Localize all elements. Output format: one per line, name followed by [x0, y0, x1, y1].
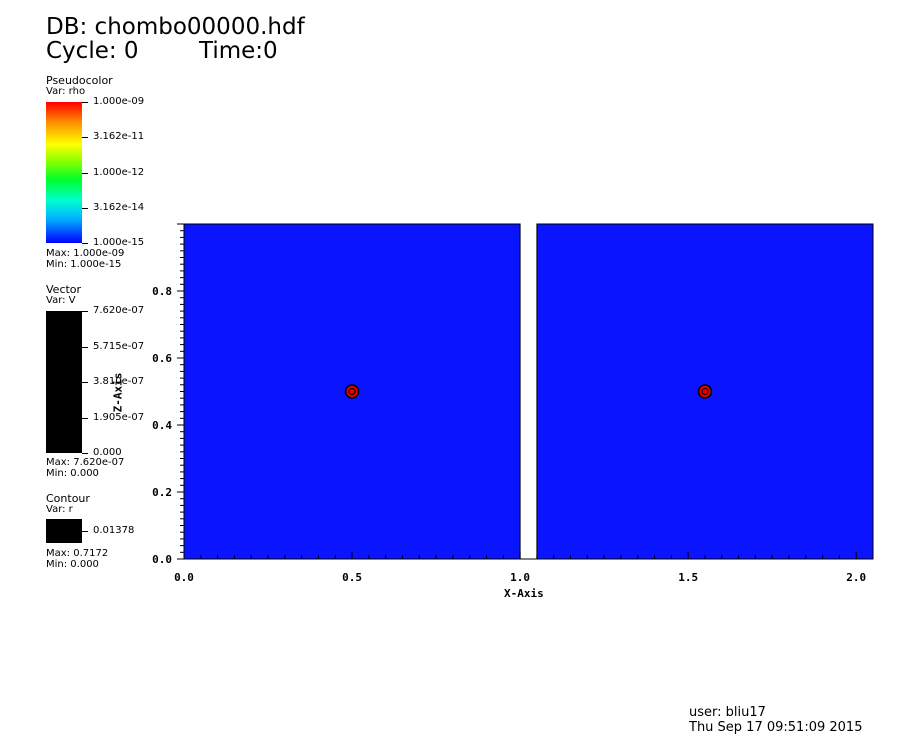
vector-tick-mark	[82, 453, 88, 454]
pseudocolor-tick-mark	[82, 137, 88, 139]
vector-legend-title: Vector	[46, 283, 82, 296]
vector-max: Max: 7.620e-07	[46, 457, 125, 468]
contour-min: Min: 0.000	[46, 559, 99, 570]
source-marker-0	[344, 384, 360, 399]
x-tick-label: 1.0	[510, 571, 530, 584]
db-title: DB: chombo00000.hdf	[46, 14, 305, 40]
pseudocolor-tick-mark	[82, 172, 88, 174]
vector-legend-var: Var: V	[46, 295, 76, 306]
x-tick-label: 2.0	[846, 571, 866, 584]
contour-legend-title: Contour	[46, 492, 90, 505]
pseudocolor-tick-label: 3.162e-14	[93, 201, 145, 213]
vector-tick-mark	[82, 311, 88, 312]
field-panels	[183, 223, 874, 560]
pseudocolor-colorbar	[46, 102, 82, 243]
contour-swatch	[46, 519, 82, 543]
vector-colorbar	[46, 311, 82, 453]
marker-disc	[344, 384, 360, 399]
x-tick-label: 0.5	[342, 571, 362, 584]
vector-tick-label: 7.620e-07	[93, 305, 145, 316]
vector-tick-mark	[82, 382, 88, 383]
x-axis-label: X-Axis	[504, 587, 544, 600]
z-tick-label: 0.4	[152, 419, 172, 432]
marker-ring	[701, 388, 709, 395]
z-tick-label: 0.2	[152, 486, 172, 499]
pseudocolor-tick-label: 1.000e-12	[93, 166, 145, 178]
x-tick-label: 1.5	[678, 571, 698, 584]
pseudocolor-tick-mark	[82, 207, 88, 209]
x-tick-label: 0.0	[174, 571, 194, 584]
contour-legend-var: Var: r	[46, 504, 73, 515]
pseudocolor-min: Min: 1.000e-15	[46, 259, 122, 270]
contour-max: Max: 0.7172	[46, 548, 109, 559]
time-label: Time:0	[199, 38, 278, 64]
pseudocolor-tick-label: 1.000e-09	[93, 96, 145, 107]
z-tick-label: 0.0	[152, 553, 172, 566]
vector-tick-mark	[82, 417, 88, 419]
pseudocolor-tick-mark	[82, 102, 88, 103]
vector-min: Min: 0.000	[46, 468, 99, 479]
axes: 0.0 0.5 1.0 1.5 2.0 0.0 0.2 0.4 0.6 0.8	[152, 223, 874, 584]
source-markers	[344, 384, 713, 399]
footer-date: Thu Sep 17 09:51:09 2015	[689, 720, 863, 735]
marker-disc	[697, 384, 713, 399]
contour-tick-mark	[82, 531, 88, 532]
pseudocolor-tick-mark	[82, 243, 88, 244]
vector-tick-label: 0.000	[93, 447, 122, 458]
marker-ring	[348, 388, 356, 395]
contour-tick-label: 0.01378	[93, 525, 135, 536]
z-tick-label: 0.6	[152, 352, 172, 365]
pseudocolor-tick-label: 3.162e-11	[93, 131, 145, 143]
pseudocolor-legend-var: Var: rho	[46, 86, 86, 97]
footer-user: user: bliu17	[689, 705, 766, 720]
pseudocolor-legend-title: Pseudocolor	[46, 74, 113, 87]
vector-tick-label: 3.810e-07	[93, 376, 145, 387]
cycle-label: Cycle: 0	[46, 38, 139, 64]
pseudocolor-max: Max: 1.000e-09	[46, 248, 125, 259]
z-tick-label: 0.8	[152, 285, 172, 298]
vector-tick-mark	[82, 346, 88, 348]
vector-tick-label: 5.715e-07	[93, 340, 145, 352]
source-marker-1	[697, 384, 713, 399]
z-axis-label: Z-Axis	[111, 372, 125, 413]
pseudocolor-tick-label: 1.000e-15	[93, 237, 145, 248]
vector-tick-label: 1.905e-07	[93, 411, 145, 423]
